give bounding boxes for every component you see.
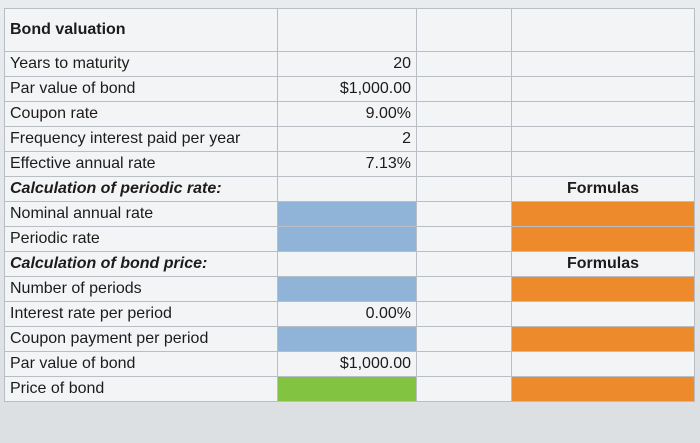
cell[interactable] bbox=[416, 326, 512, 352]
cell[interactable] bbox=[511, 126, 695, 152]
input-cell-number-of-periods[interactable] bbox=[277, 276, 417, 302]
row-value[interactable]: 9.00% bbox=[277, 101, 417, 127]
bond-valuation-table: Bond valuation Years to maturity 20 Par … bbox=[4, 8, 695, 402]
cell[interactable] bbox=[416, 351, 512, 377]
row-label[interactable]: Price of bond bbox=[4, 376, 278, 402]
section-heading-bond-price: Calculation of bond price: bbox=[10, 255, 208, 272]
cell[interactable] bbox=[277, 251, 417, 277]
table-row: Nominal annual rate bbox=[4, 201, 695, 227]
table-row: Effective annual rate 7.13% bbox=[4, 151, 695, 177]
value-cell-par-value[interactable]: $1,000.00 bbox=[277, 351, 417, 377]
formulas-header-cell[interactable]: Formulas bbox=[511, 251, 695, 277]
cell[interactable] bbox=[277, 176, 417, 202]
cell[interactable] bbox=[277, 8, 417, 52]
formula-cell-price-of-bond[interactable] bbox=[511, 376, 695, 402]
table-row: Interest rate per period 0.00% bbox=[4, 301, 695, 327]
cell[interactable] bbox=[416, 176, 512, 202]
row-label[interactable]: Interest rate per period bbox=[4, 301, 278, 327]
cell[interactable] bbox=[416, 226, 512, 252]
row-label[interactable]: Periodic rate bbox=[4, 226, 278, 252]
cell[interactable] bbox=[416, 51, 512, 77]
formula-cell-number-of-periods[interactable] bbox=[511, 276, 695, 302]
row-label[interactable]: Coupon rate bbox=[4, 101, 278, 127]
cell[interactable] bbox=[511, 151, 695, 177]
formulas-label: Formulas bbox=[566, 180, 639, 197]
row-label[interactable]: Nominal annual rate bbox=[4, 201, 278, 227]
cell[interactable] bbox=[416, 101, 512, 127]
cell[interactable] bbox=[416, 151, 512, 177]
cell[interactable] bbox=[416, 76, 512, 102]
table-row: Coupon payment per period bbox=[4, 326, 695, 352]
table-row: Coupon rate 9.00% bbox=[4, 101, 695, 127]
row-label[interactable]: Effective annual rate bbox=[4, 151, 278, 177]
row-label[interactable]: Years to maturity bbox=[4, 51, 278, 77]
table-row: Periodic rate bbox=[4, 226, 695, 252]
row-label[interactable]: Par value of bond bbox=[4, 76, 278, 102]
result-cell-price-of-bond[interactable] bbox=[277, 376, 417, 402]
cell[interactable] bbox=[511, 301, 695, 327]
row-label[interactable]: Number of periods bbox=[4, 276, 278, 302]
cell[interactable] bbox=[511, 76, 695, 102]
section-heading-periodic-rate: Calculation of periodic rate: bbox=[10, 180, 222, 197]
title-row: Bond valuation bbox=[4, 8, 695, 52]
table-row: Par value of bond $1,000.00 bbox=[4, 76, 695, 102]
section-heading-row: Calculation of bond price: Formulas bbox=[4, 251, 695, 277]
input-cell-coupon-payment[interactable] bbox=[277, 326, 417, 352]
cell[interactable] bbox=[416, 201, 512, 227]
cell[interactable] bbox=[416, 376, 512, 402]
cell[interactable] bbox=[416, 276, 512, 302]
cell[interactable] bbox=[511, 351, 695, 377]
row-label[interactable]: Frequency interest paid per year bbox=[4, 126, 278, 152]
cell[interactable] bbox=[416, 251, 512, 277]
formulas-label: Formulas bbox=[566, 255, 639, 272]
value-cell-interest-rate-per-period[interactable]: 0.00% bbox=[277, 301, 417, 327]
title-cell[interactable]: Bond valuation bbox=[4, 8, 278, 52]
formulas-header-cell[interactable]: Formulas bbox=[511, 176, 695, 202]
cell[interactable] bbox=[416, 301, 512, 327]
row-value[interactable]: 7.13% bbox=[277, 151, 417, 177]
input-cell-periodic-rate[interactable] bbox=[277, 226, 417, 252]
table-row: Frequency interest paid per year 2 bbox=[4, 126, 695, 152]
section-heading-row: Calculation of periodic rate: Formulas bbox=[4, 176, 695, 202]
row-value[interactable]: 2 bbox=[277, 126, 417, 152]
table-row: Number of periods bbox=[4, 276, 695, 302]
row-label[interactable]: Coupon payment per period bbox=[4, 326, 278, 352]
cell[interactable] bbox=[511, 51, 695, 77]
row-value[interactable]: $1,000.00 bbox=[277, 76, 417, 102]
table-row: Price of bond bbox=[4, 376, 695, 402]
cell[interactable] bbox=[511, 8, 695, 52]
sheet-title: Bond valuation bbox=[10, 21, 126, 38]
formula-cell-periodic-rate[interactable] bbox=[511, 226, 695, 252]
table-row: Par value of bond $1,000.00 bbox=[4, 351, 695, 377]
cell[interactable] bbox=[511, 101, 695, 127]
table-row: Years to maturity 20 bbox=[4, 51, 695, 77]
section-heading-cell[interactable]: Calculation of bond price: bbox=[4, 251, 278, 277]
row-label[interactable]: Par value of bond bbox=[4, 351, 278, 377]
input-cell-nominal-annual-rate[interactable] bbox=[277, 201, 417, 227]
formula-cell-nominal-annual-rate[interactable] bbox=[511, 201, 695, 227]
cell[interactable] bbox=[416, 8, 512, 52]
row-value[interactable]: 20 bbox=[277, 51, 417, 77]
cell[interactable] bbox=[416, 126, 512, 152]
section-heading-cell[interactable]: Calculation of periodic rate: bbox=[4, 176, 278, 202]
formula-cell-coupon-payment[interactable] bbox=[511, 326, 695, 352]
